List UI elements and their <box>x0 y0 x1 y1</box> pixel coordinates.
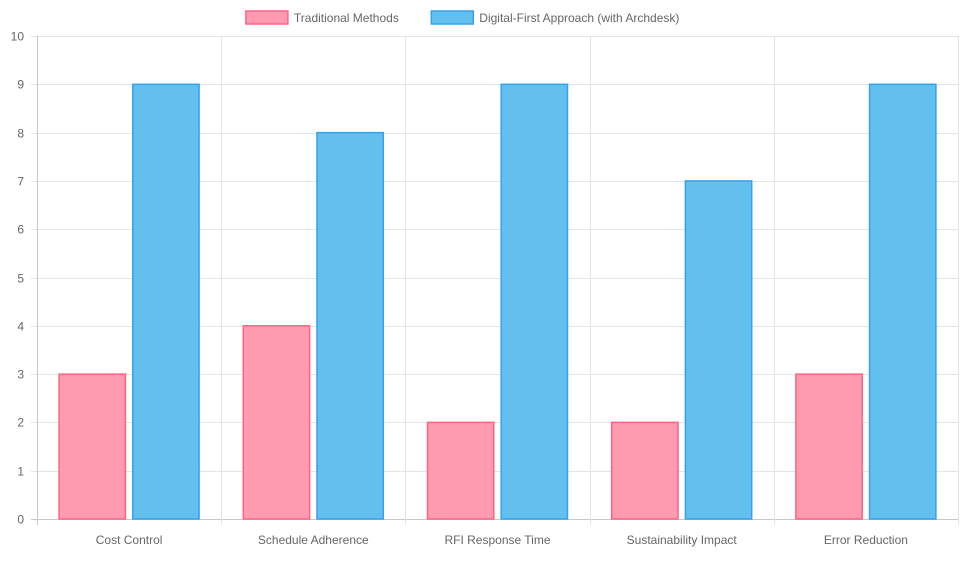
y-tick-label: 2 <box>17 416 24 430</box>
x-tick-label: Cost Control <box>96 533 163 547</box>
bar <box>242 325 311 520</box>
bar <box>795 373 863 520</box>
legend-swatch <box>430 10 475 25</box>
bar <box>316 131 385 520</box>
y-tick-label: 10 <box>11 30 25 44</box>
y-tick-label: 6 <box>17 223 24 237</box>
bar <box>58 373 127 520</box>
y-tick-label: 4 <box>17 320 24 334</box>
bar <box>610 421 679 520</box>
legend-swatch <box>245 10 289 25</box>
y-tick-label: 3 <box>17 368 24 382</box>
legend-label: Traditional Methods <box>294 11 399 25</box>
x-tick-label: RFI Response Time <box>444 533 550 547</box>
x-tick-label: Sustainability Impact <box>627 533 738 547</box>
y-tick-label: 7 <box>17 175 24 189</box>
tick-labels: 0 1 2 3 4 5 6 7 8 9 10 Cost Control Schedule Adheren… <box>11 30 908 548</box>
y-tick-label: 1 <box>17 465 24 479</box>
y-tick-label: 9 <box>17 78 24 92</box>
bar <box>426 421 495 520</box>
legend-label: Digital-First Approach (with Archdesk) <box>479 11 679 25</box>
bar <box>132 83 200 520</box>
x-tick-label: Schedule Adherence <box>258 533 369 547</box>
y-tick-label: 0 <box>17 513 24 527</box>
y-tick-label: 5 <box>17 272 24 286</box>
x-tick-label: Error Reduction <box>824 533 908 547</box>
legend: Traditional Methods Digital-First Approac… <box>245 10 679 25</box>
bar <box>684 180 753 520</box>
y-tick-label: 8 <box>17 127 24 141</box>
bar <box>500 83 569 520</box>
bars <box>58 83 937 520</box>
bar <box>868 83 937 520</box>
axes <box>37 36 959 525</box>
